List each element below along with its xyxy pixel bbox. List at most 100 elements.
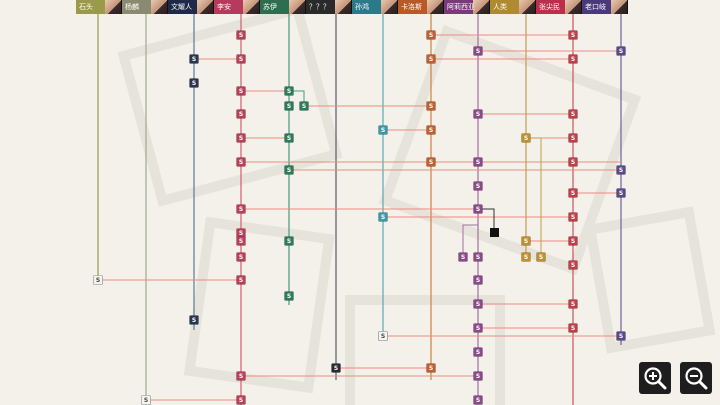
- character-tab[interactable]: 石头: [76, 0, 122, 14]
- story-node[interactable]: S: [473, 395, 483, 405]
- story-node[interactable]: S: [236, 30, 246, 40]
- story-node[interactable]: S: [568, 188, 578, 198]
- character-tab[interactable]: 孙鸿: [352, 0, 398, 14]
- story-node[interactable]: S: [473, 252, 483, 262]
- story-node[interactable]: S: [284, 86, 294, 96]
- character-tab[interactable]: ？？？: [306, 0, 352, 14]
- character-tab[interactable]: 杨麟: [122, 0, 168, 14]
- story-node[interactable]: S: [616, 331, 626, 341]
- character-portrait: [519, 0, 535, 14]
- story-node[interactable]: S: [473, 275, 483, 285]
- story-node[interactable]: S: [568, 323, 578, 333]
- story-node[interactable]: S: [536, 252, 546, 262]
- story-node[interactable]: S: [568, 54, 578, 64]
- character-tab[interactable]: 阿莉西亚: [444, 0, 490, 14]
- story-node[interactable]: S: [236, 133, 246, 143]
- story-node[interactable]: S: [236, 275, 246, 285]
- story-node[interactable]: S: [568, 30, 578, 40]
- story-node[interactable]: S: [141, 395, 151, 405]
- story-node[interactable]: S: [236, 252, 246, 262]
- story-node[interactable]: S: [426, 54, 436, 64]
- story-node[interactable]: S: [473, 157, 483, 167]
- story-node[interactable]: S: [473, 204, 483, 214]
- character-portrait: [335, 0, 351, 14]
- story-node[interactable]: S: [473, 109, 483, 119]
- character-tab[interactable]: 老口岐: [582, 0, 628, 14]
- zoom-in-button[interactable]: [639, 362, 671, 394]
- story-node[interactable]: S: [299, 101, 309, 111]
- story-node[interactable]: S: [616, 46, 626, 56]
- story-node[interactable]: S: [458, 252, 468, 262]
- zoom-in-icon: [644, 367, 667, 390]
- story-node[interactable]: S: [568, 109, 578, 119]
- story-node[interactable]: S: [426, 363, 436, 373]
- story-node[interactable]: S: [568, 260, 578, 270]
- character-tab-label: 文耀人: [171, 3, 192, 11]
- character-tab[interactable]: 卡洛斯: [398, 0, 444, 14]
- character-portrait: [151, 0, 167, 14]
- character-portrait: [197, 0, 213, 14]
- character-portrait: [565, 0, 581, 14]
- character-portrait: [427, 0, 443, 14]
- story-node[interactable]: S: [378, 212, 388, 222]
- character-tab[interactable]: 人类: [490, 0, 536, 14]
- character-tab-label: 张尖民: [539, 3, 560, 11]
- story-node[interactable]: S: [284, 133, 294, 143]
- story-node[interactable]: S: [473, 299, 483, 309]
- story-node[interactable]: S: [189, 78, 199, 88]
- zoom-out-icon: [685, 367, 708, 390]
- story-node[interactable]: S: [236, 236, 246, 246]
- story-node[interactable]: S: [236, 86, 246, 96]
- story-node[interactable]: S: [189, 54, 199, 64]
- story-node[interactable]: S: [236, 371, 246, 381]
- story-node[interactable]: S: [473, 347, 483, 357]
- story-node[interactable]: S: [378, 331, 388, 341]
- story-node[interactable]: S: [378, 125, 388, 135]
- story-node[interactable]: S: [284, 236, 294, 246]
- story-node[interactable]: S: [284, 291, 294, 301]
- story-node[interactable]: S: [568, 212, 578, 222]
- story-node[interactable]: S: [236, 109, 246, 119]
- character-tab-label: 苏伊: [263, 3, 277, 11]
- story-node[interactable]: S: [426, 101, 436, 111]
- story-node[interactable]: S: [426, 125, 436, 135]
- story-node[interactable]: S: [331, 363, 341, 373]
- character-tab[interactable]: 张尖民: [536, 0, 582, 14]
- zoom-out-button[interactable]: [680, 362, 712, 394]
- character-tab[interactable]: 李安: [214, 0, 260, 14]
- character-tab-label: 孙鸿: [355, 3, 369, 11]
- story-node[interactable]: S: [568, 157, 578, 167]
- story-node[interactable]: S: [473, 323, 483, 333]
- story-node[interactable]: S: [236, 204, 246, 214]
- story-node[interactable]: S: [236, 395, 246, 405]
- story-node[interactable]: S: [93, 275, 103, 285]
- character-portrait: [243, 0, 259, 14]
- character-tab-label: 石头: [79, 3, 93, 11]
- character-tab[interactable]: 文耀人: [168, 0, 214, 14]
- story-node[interactable]: S: [189, 315, 199, 325]
- character-portrait: [611, 0, 627, 14]
- story-node[interactable]: S: [568, 236, 578, 246]
- story-node[interactable]: S: [521, 133, 531, 143]
- story-node[interactable]: S: [473, 181, 483, 191]
- story-node[interactable]: S: [473, 46, 483, 56]
- story-node[interactable]: S: [616, 188, 626, 198]
- story-node[interactable]: S: [568, 299, 578, 309]
- character-tab-label: 老口岐: [585, 3, 606, 11]
- story-node[interactable]: S: [284, 165, 294, 175]
- character-portrait: [105, 0, 121, 14]
- story-node[interactable]: S: [284, 101, 294, 111]
- story-node[interactable]: S: [236, 157, 246, 167]
- character-tab-label: 人类: [493, 3, 507, 11]
- story-node[interactable]: S: [236, 228, 246, 238]
- story-link-line: [478, 208, 495, 232]
- story-node[interactable]: S: [521, 252, 531, 262]
- story-node[interactable]: S: [568, 133, 578, 143]
- story-node[interactable]: S: [426, 30, 436, 40]
- story-node[interactable]: S: [616, 165, 626, 175]
- story-node[interactable]: S: [236, 54, 246, 64]
- story-node[interactable]: S: [426, 157, 436, 167]
- story-node[interactable]: S: [473, 371, 483, 381]
- story-node[interactable]: S: [521, 236, 531, 246]
- character-tab[interactable]: 苏伊: [260, 0, 306, 14]
